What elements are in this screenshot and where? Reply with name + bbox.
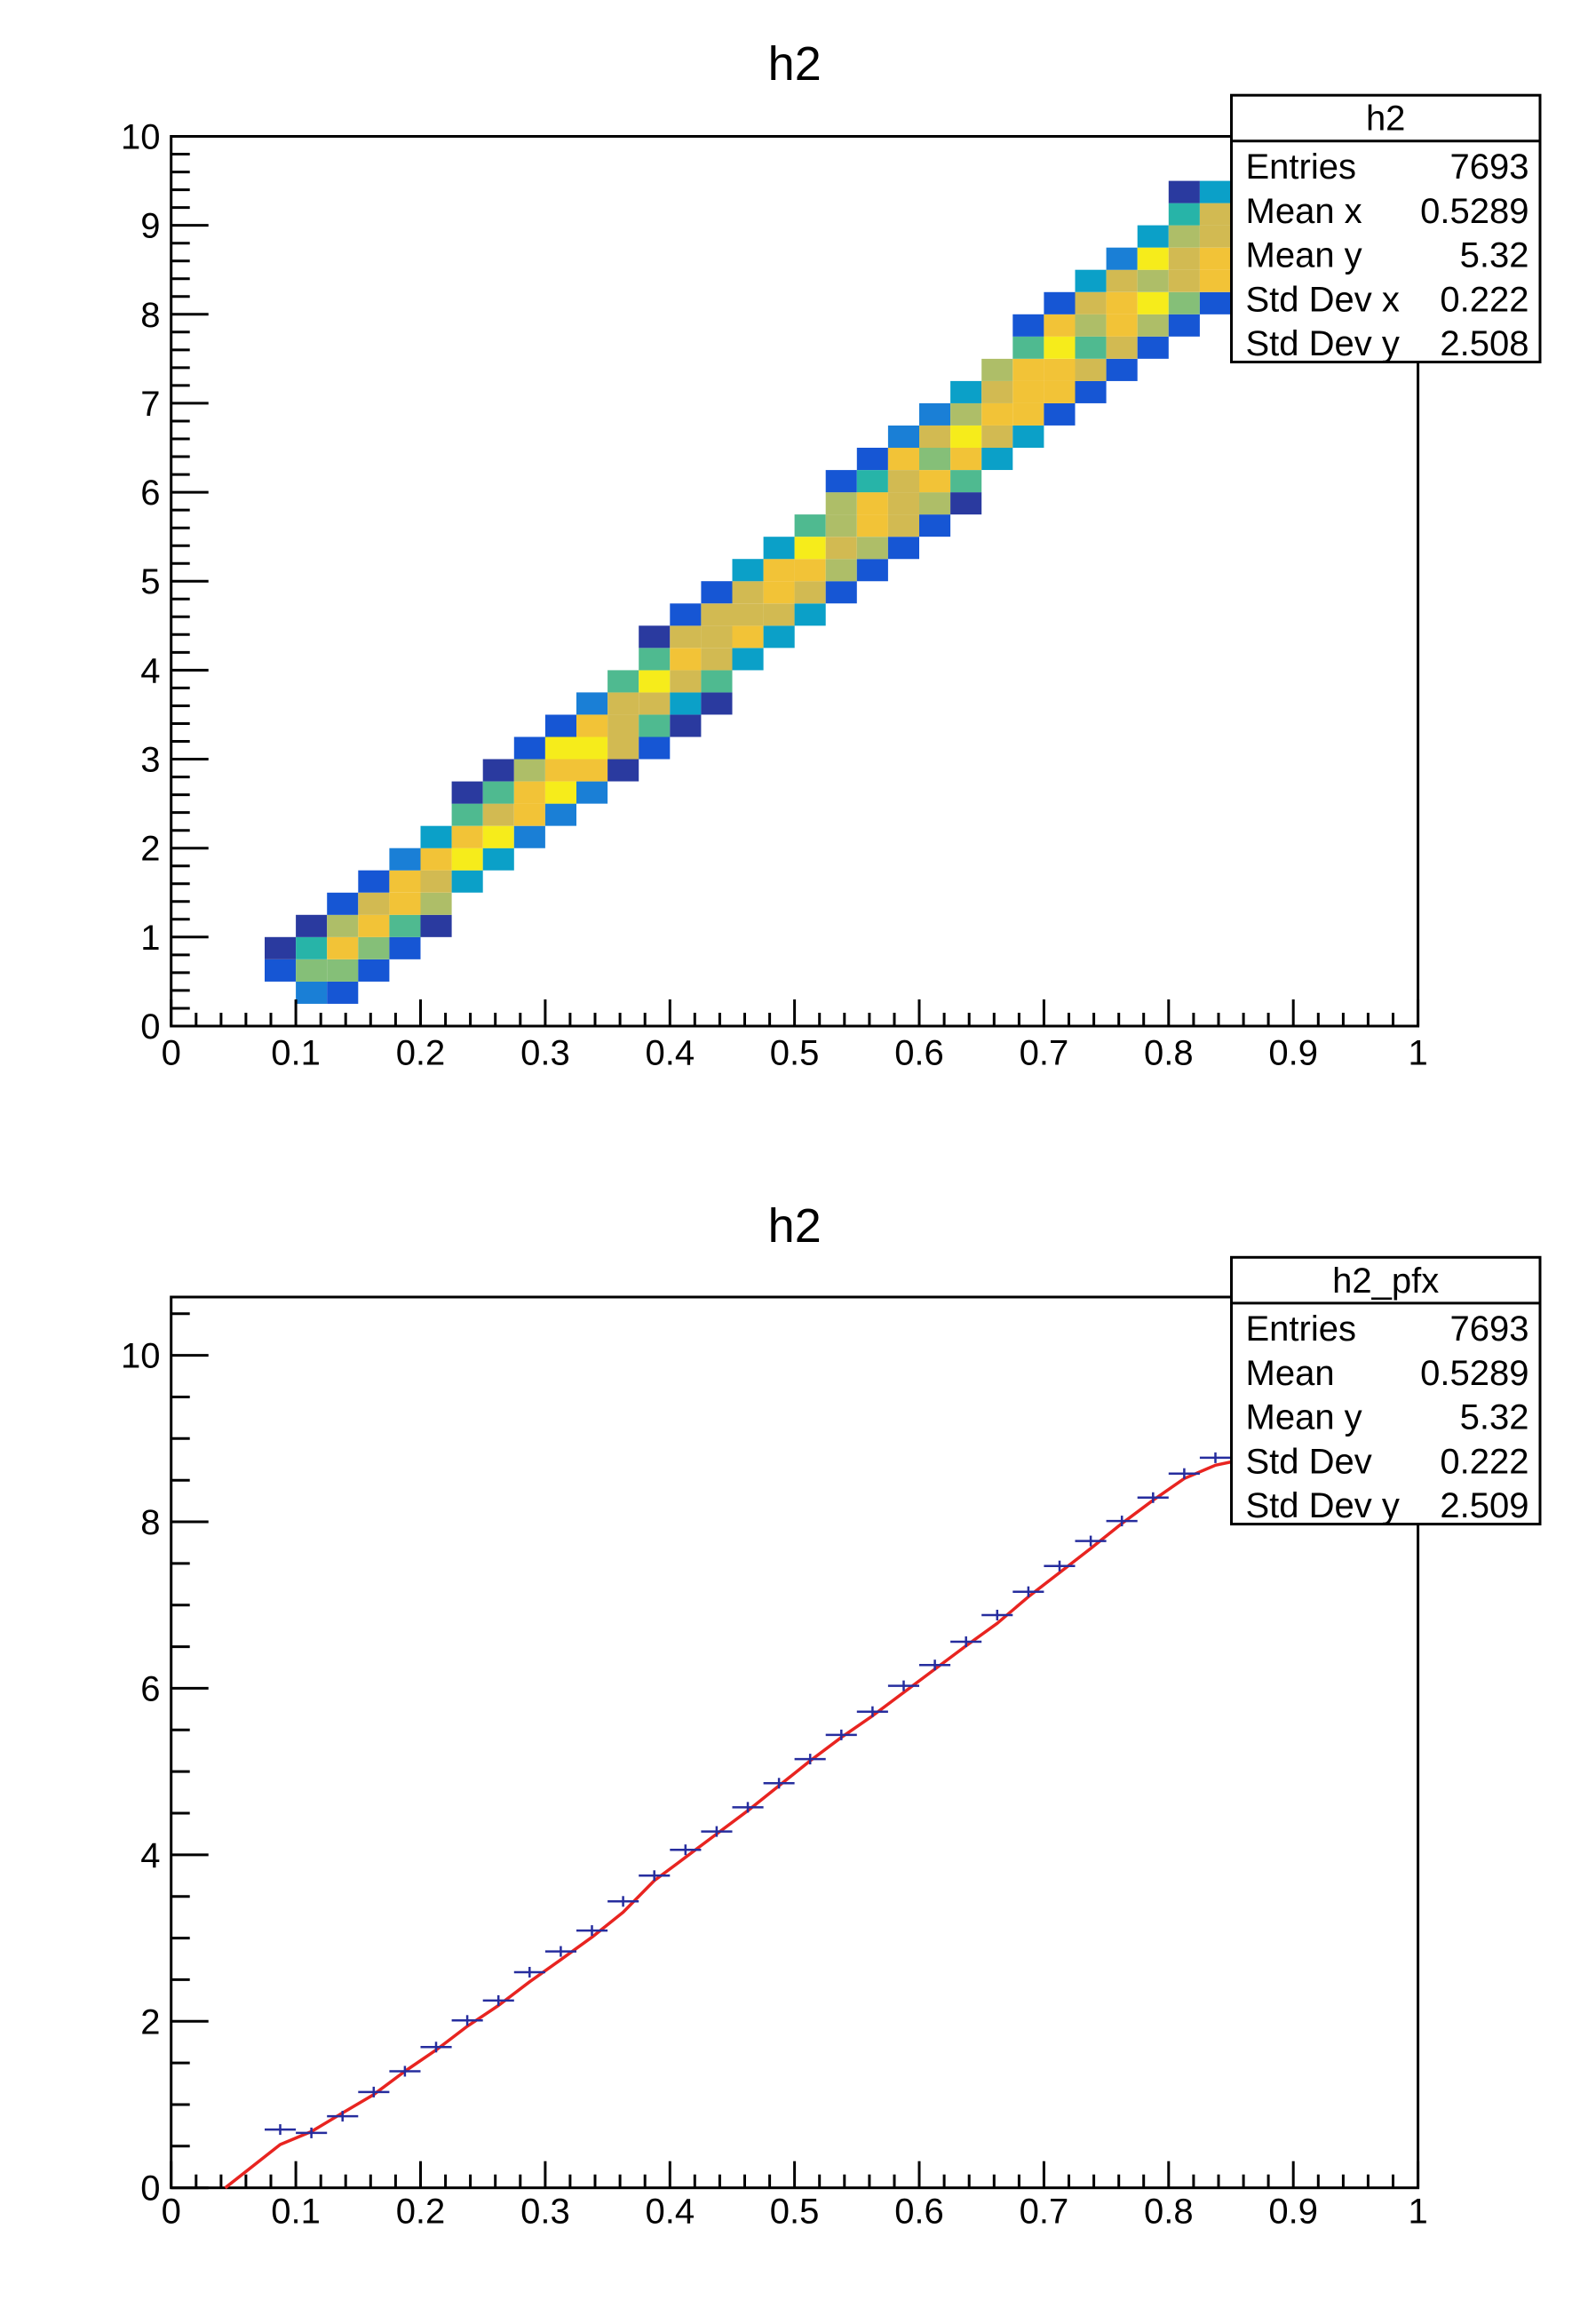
- svg-text:0.5289: 0.5289: [1420, 1354, 1528, 1393]
- svg-text:10: 10: [121, 1337, 161, 1376]
- svg-text:h2: h2: [768, 37, 822, 91]
- svg-text:h2: h2: [768, 1199, 822, 1253]
- svg-text:0.8: 0.8: [1144, 1034, 1194, 1073]
- svg-text:0.8: 0.8: [1144, 2193, 1194, 2232]
- svg-text:5.32: 5.32: [1460, 236, 1529, 275]
- svg-text:0.5: 0.5: [770, 2193, 820, 2232]
- svg-text:1: 1: [140, 919, 160, 958]
- svg-text:h2: h2: [1366, 99, 1406, 139]
- svg-text:2.509: 2.509: [1440, 1486, 1528, 1525]
- svg-text:5: 5: [140, 562, 160, 601]
- svg-text:6: 6: [140, 1669, 160, 1708]
- svg-text:0: 0: [162, 2193, 181, 2232]
- svg-text:0: 0: [140, 1007, 160, 1047]
- svg-text:0.3: 0.3: [520, 2193, 570, 2232]
- svg-text:8: 8: [140, 296, 160, 335]
- svg-text:0.6: 0.6: [894, 1034, 944, 1073]
- svg-text:0.4: 0.4: [645, 2193, 695, 2232]
- svg-text:Std Dev: Std Dev: [1246, 1442, 1372, 1481]
- svg-text:0.4: 0.4: [645, 1034, 695, 1073]
- svg-text:3: 3: [140, 741, 160, 780]
- svg-text:4: 4: [140, 651, 160, 690]
- svg-text:7693: 7693: [1450, 1309, 1529, 1349]
- svg-text:0: 0: [140, 2169, 160, 2209]
- svg-text:Mean x: Mean x: [1246, 192, 1362, 231]
- svg-text:0.9: 0.9: [1268, 1034, 1318, 1073]
- svg-text:0.222: 0.222: [1440, 1442, 1528, 1481]
- svg-text:2: 2: [140, 2002, 160, 2041]
- svg-text:Entries: Entries: [1246, 147, 1357, 187]
- svg-text:0.7: 0.7: [1020, 2193, 1069, 2232]
- svg-text:0.3: 0.3: [520, 1034, 570, 1073]
- svg-text:h2_pfx: h2_pfx: [1332, 1261, 1439, 1301]
- svg-text:10: 10: [121, 118, 161, 157]
- svg-text:0: 0: [162, 1034, 181, 1073]
- svg-text:0.1: 0.1: [271, 1034, 321, 1073]
- svg-text:0.7: 0.7: [1020, 1034, 1069, 1073]
- svg-text:0.222: 0.222: [1440, 280, 1528, 319]
- svg-text:Std Dev y: Std Dev y: [1246, 324, 1400, 363]
- svg-text:9: 9: [140, 207, 160, 246]
- svg-text:Entries: Entries: [1246, 1309, 1357, 1349]
- svg-text:1: 1: [1408, 2193, 1427, 2232]
- svg-text:0.1: 0.1: [271, 2193, 321, 2232]
- svg-text:2: 2: [140, 830, 160, 869]
- svg-text:6: 6: [140, 474, 160, 513]
- svg-text:0.5: 0.5: [770, 1034, 820, 1073]
- svg-text:0.2: 0.2: [396, 1034, 446, 1073]
- svg-text:Mean y: Mean y: [1246, 236, 1362, 275]
- svg-text:Mean y: Mean y: [1246, 1398, 1362, 1437]
- svg-text:8: 8: [140, 1503, 160, 1542]
- svg-text:4: 4: [140, 1836, 160, 1875]
- svg-text:Mean: Mean: [1246, 1354, 1335, 1393]
- svg-text:0.9: 0.9: [1268, 2193, 1318, 2232]
- svg-text:Std Dev x: Std Dev x: [1246, 280, 1400, 319]
- svg-text:2.508: 2.508: [1440, 324, 1528, 363]
- svg-text:7: 7: [140, 385, 160, 424]
- svg-text:Std Dev y: Std Dev y: [1246, 1486, 1400, 1525]
- svg-text:0.6: 0.6: [894, 2193, 944, 2232]
- svg-text:1: 1: [1408, 1034, 1427, 1073]
- svg-text:5.32: 5.32: [1460, 1398, 1529, 1437]
- svg-text:7693: 7693: [1450, 147, 1529, 187]
- svg-text:0.2: 0.2: [396, 2193, 446, 2232]
- svg-text:0.5289: 0.5289: [1420, 192, 1528, 231]
